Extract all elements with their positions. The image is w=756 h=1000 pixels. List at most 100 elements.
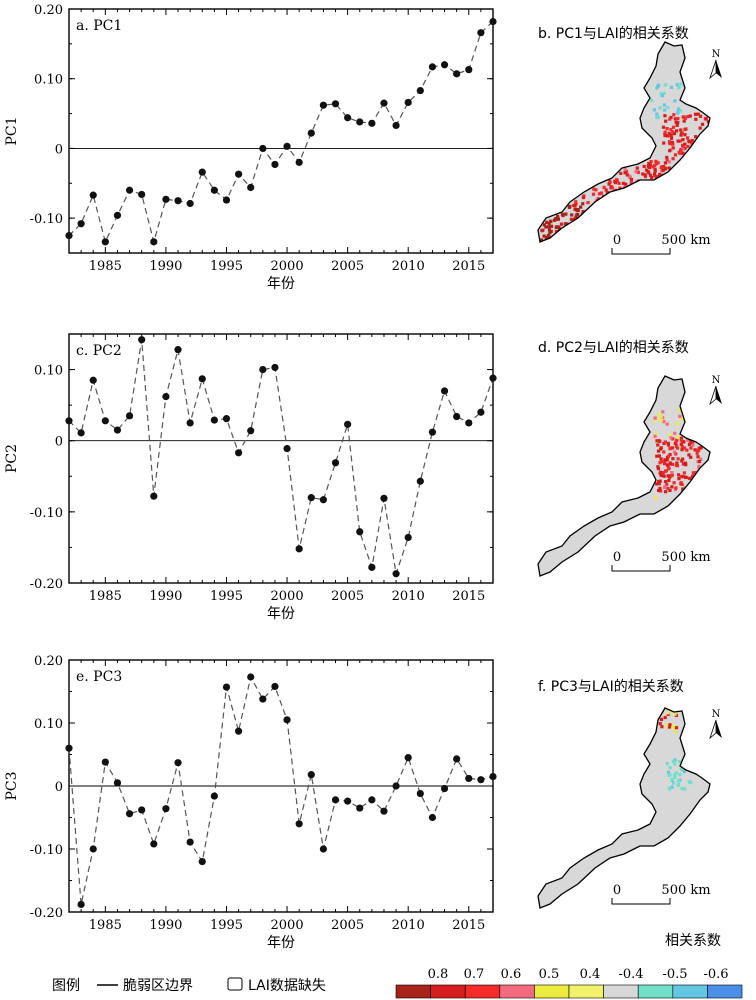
correlation-pixel [683,133,687,137]
y-tick-label: 0.10 [34,73,63,88]
correlation-pixel [653,434,657,438]
data-point [319,101,327,109]
correlation-pixel [658,722,662,726]
correlation-pixel [687,140,692,144]
data-point [150,840,158,848]
correlation-pixel [576,208,580,212]
correlation-pixel [561,213,565,218]
correlation-pixel [668,723,672,727]
colorbar-tick-label: 0.6 [501,967,522,982]
map-panel-3: f. PC3与LAI的相关系数 N 0 500 km [537,679,722,909]
y-axis-label: PC1 [4,116,20,145]
correlation-maps: b. PC1与LAI的相关系数 N 0 500 km d. PC2与LAI的相关系数 N 0… [537,26,722,909]
correlation-pixel [670,140,675,145]
data-point [65,744,73,752]
x-tick-label: 1995 [210,259,243,274]
correlation-pixel [694,117,698,121]
data-point [380,494,388,502]
correlation-pixel [667,725,672,729]
correlation-pixel [656,443,660,447]
correlation-pixel [542,223,546,227]
correlation-pixel [581,202,585,206]
north-arrow-left [709,59,717,80]
data-point [186,838,194,846]
data-point [235,449,243,457]
correlation-pixel [675,438,679,442]
data-point [416,477,424,485]
correlation-pixel [569,217,573,221]
scale-bar: 0 500 km [611,550,711,572]
data-point [404,98,412,107]
correlation-pixel [596,197,600,201]
x-tick-label: 2005 [331,589,364,604]
correlation-pixel [604,188,608,192]
correlation-pixels [658,711,693,791]
correlation-pixel [675,446,680,450]
north-arrow-right [716,386,722,404]
correlation-pixel [663,133,667,138]
correlation-pixel [688,114,692,118]
correlation-pixel [559,222,564,226]
correlation-pixel [659,418,663,423]
x-tick-label: 2005 [331,259,364,274]
region-boundary [537,707,711,909]
region-boundary [537,375,711,577]
north-label: N [712,49,721,60]
panel-title: c. PC2 [76,343,122,359]
data-point [477,776,485,784]
correlation-pixel [674,444,679,449]
correlation-pixel [575,213,579,217]
legend: 图例 脆弱区边界 LAI数据缺失 相关系数 0.8 0.7 0.6 0.5 0.4 -0.… [52,933,743,999]
correlation-pixel [594,188,598,192]
correlation-pixel [671,759,676,763]
correlation-pixel [674,486,678,490]
correlation-pixel [666,443,671,447]
data-point [477,408,485,416]
correlation-pixel [542,234,546,238]
colorbar-segment [395,984,431,999]
correlation-pixel [687,442,692,447]
correlation-pixel [667,773,671,778]
correlation-pixel [540,229,544,233]
correlation-pixel [689,455,693,459]
correlation-pixel [676,139,680,143]
correlation-pixel [666,474,670,478]
data-point [368,796,376,804]
data-point [162,393,170,401]
data-point [392,782,400,790]
correlation-pixel [670,462,675,466]
series-line [68,21,494,245]
correlation-pixel [677,408,682,412]
data-point [210,416,218,424]
correlation-pixel [658,439,662,443]
data-point [368,563,376,571]
correlation-pixel [668,149,672,153]
x-axis-label: 年份 [267,606,295,622]
data-point [235,170,243,178]
data-point [392,121,400,130]
data-point [416,789,424,798]
data-point [283,444,291,453]
correlation-pixel [673,729,678,734]
correlation-pixel [658,479,662,483]
correlation-pixel [681,457,685,461]
x-tick-label: 1985 [89,918,122,933]
colorbar-tick-label: 0.8 [428,967,449,982]
correlation-pixel [663,130,667,134]
data-point [465,66,473,74]
north-arrow-right [716,720,722,738]
data-point [125,810,134,818]
data-point [307,494,315,502]
data-point [222,683,231,691]
correlation-pixel [672,450,677,454]
colorbar-segment [707,984,743,999]
y-tick-label: -0.10 [30,506,63,521]
correlation-pixel [659,489,663,493]
scale-bar-line [611,248,671,255]
correlation-pixel [663,114,667,118]
data-point [331,796,340,804]
y-tick-label: -0.10 [30,843,63,858]
correlation-pixel [685,136,690,140]
correlation-pixel [666,105,670,110]
